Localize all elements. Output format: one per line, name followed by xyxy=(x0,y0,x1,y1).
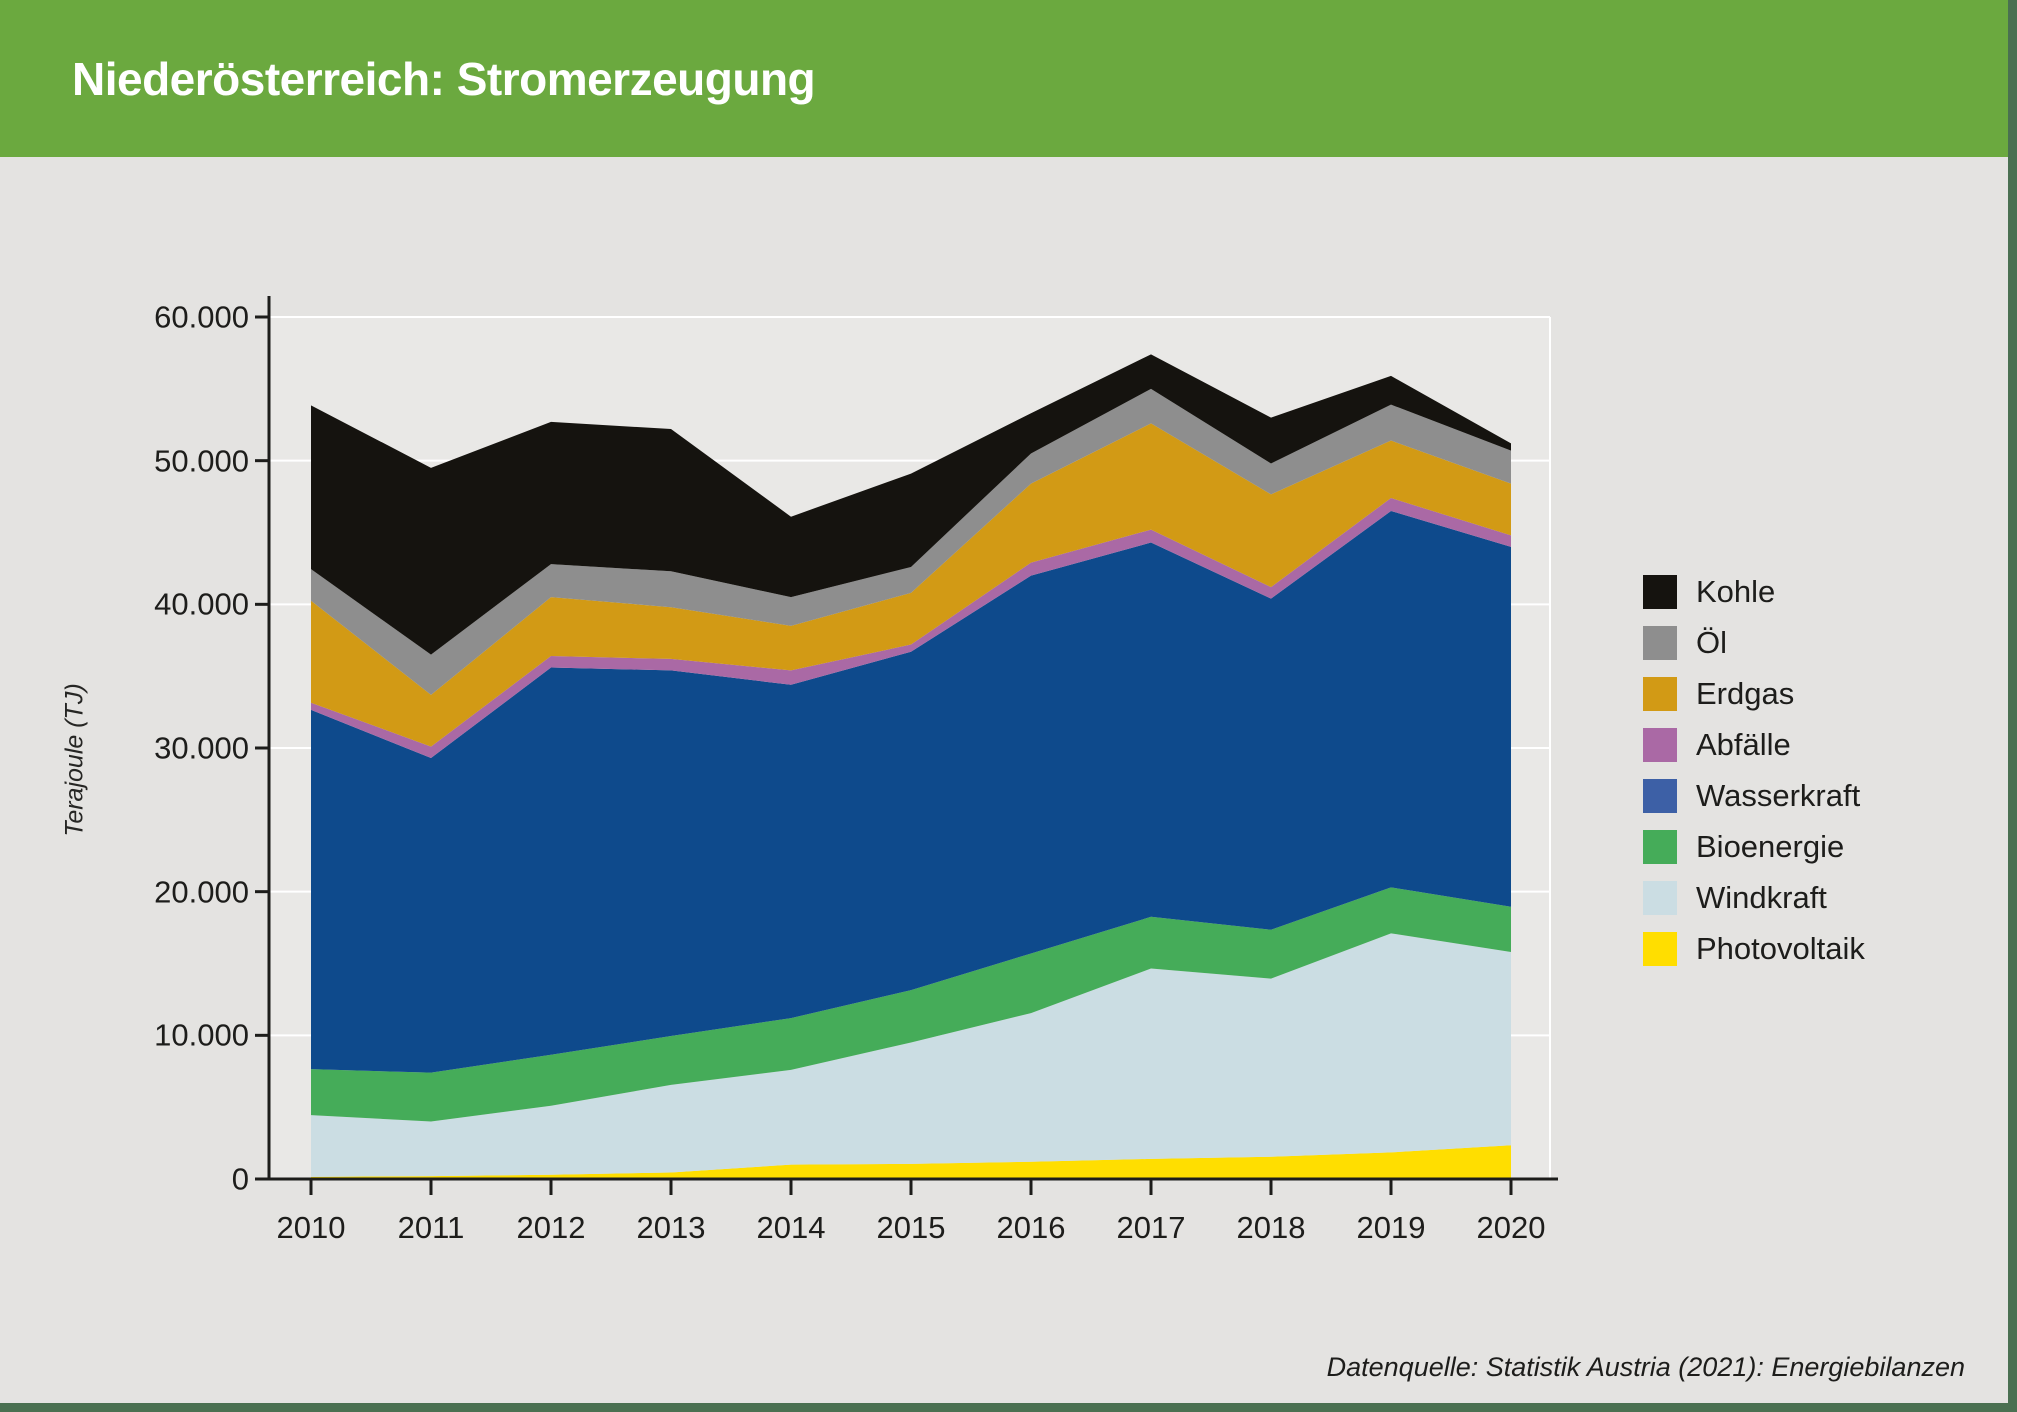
legend-label-photovoltaik: Photovoltaik xyxy=(1696,931,1865,966)
y-tick-label-40000: 40.000 xyxy=(154,586,249,622)
y-tick-label-0: 0 xyxy=(231,1161,249,1197)
legend-label-abfälle: Abfälle xyxy=(1696,727,1791,762)
legend-row-bioenergie: Bioenergie xyxy=(1643,829,1865,864)
legend-row-öl: Öl xyxy=(1643,625,1865,660)
area-series-bioenergie xyxy=(311,887,1511,1122)
y-tick-label-30000: 30.000 xyxy=(154,730,249,766)
legend-label-wasserkraft: Wasserkraft xyxy=(1696,778,1861,813)
area-series-windkraft xyxy=(311,933,1511,1177)
header-bar: Niederösterreich: Stromerzeugung xyxy=(0,0,2017,157)
x-tick-label-2017: 2017 xyxy=(1116,1210,1186,1245)
legend-swatch-wasserkraft xyxy=(1643,779,1677,813)
x-tick-label-2013: 2013 xyxy=(636,1210,706,1245)
data-source-note: Datenquelle: Statistik Austria (2021): E… xyxy=(1326,1352,1965,1382)
legend-row-windkraft: Windkraft xyxy=(1643,880,1865,915)
legend-row-kohle: Kohle xyxy=(1643,574,1865,609)
legend-label-öl: Öl xyxy=(1696,625,1727,660)
legend-row-erdgas: Erdgas xyxy=(1643,676,1865,711)
area-series-photovoltaik xyxy=(311,1145,1511,1179)
area-series-kohle xyxy=(311,354,1511,655)
area-series-wasserkraft xyxy=(311,510,1511,1073)
legend-row-abfälle: Abfälle xyxy=(1643,727,1865,762)
legend-swatch-erdgas xyxy=(1643,677,1677,711)
legend-swatch-photovoltaik xyxy=(1643,932,1677,966)
legend-row-wasserkraft: Wasserkraft xyxy=(1643,778,1865,813)
legend-row-photovoltaik: Photovoltaik xyxy=(1643,931,1865,966)
right-edge-accent xyxy=(2008,0,2017,1412)
legend-swatch-öl xyxy=(1643,626,1677,660)
x-tick-label-2018: 2018 xyxy=(1236,1210,1306,1245)
legend-label-bioenergie: Bioenergie xyxy=(1696,829,1845,864)
area-series-abfälle xyxy=(311,498,1511,759)
legend-swatch-abfälle xyxy=(1643,728,1677,762)
legend-label-windkraft: Windkraft xyxy=(1696,880,1827,915)
y-tick-label-60000: 60.000 xyxy=(154,299,249,335)
legend-swatch-bioenergie xyxy=(1643,830,1677,864)
bottom-edge-accent xyxy=(0,1403,2017,1412)
x-tick-label-2020: 2020 xyxy=(1476,1210,1546,1245)
y-tick-label-10000: 10.000 xyxy=(154,1017,249,1053)
x-tick-label-2015: 2015 xyxy=(876,1210,946,1245)
area-series-erdgas xyxy=(311,423,1511,747)
chart-legend: Kohle Öl Erdgas Abfälle Wasserkraft Bioenergi… xyxy=(1643,574,1865,983)
x-tick-label-2014: 2014 xyxy=(756,1210,826,1245)
x-tick-label-2016: 2016 xyxy=(996,1210,1066,1245)
x-tick-label-2010: 2010 xyxy=(276,1210,346,1245)
y-tick-label-50000: 50.000 xyxy=(154,443,249,479)
page-title: Niederösterreich: Stromerzeugung xyxy=(72,52,816,105)
x-tick-label-2011: 2011 xyxy=(397,1210,465,1245)
x-tick-label-2012: 2012 xyxy=(516,1210,586,1245)
legend-label-kohle: Kohle xyxy=(1696,574,1776,609)
legend-label-erdgas: Erdgas xyxy=(1696,676,1795,711)
y-tick-label-20000: 20.000 xyxy=(154,874,249,910)
legend-swatch-kohle xyxy=(1643,575,1677,609)
legend-swatch-windkraft xyxy=(1643,881,1677,915)
area-series-öl xyxy=(311,388,1511,695)
x-tick-label-2019: 2019 xyxy=(1356,1210,1426,1245)
